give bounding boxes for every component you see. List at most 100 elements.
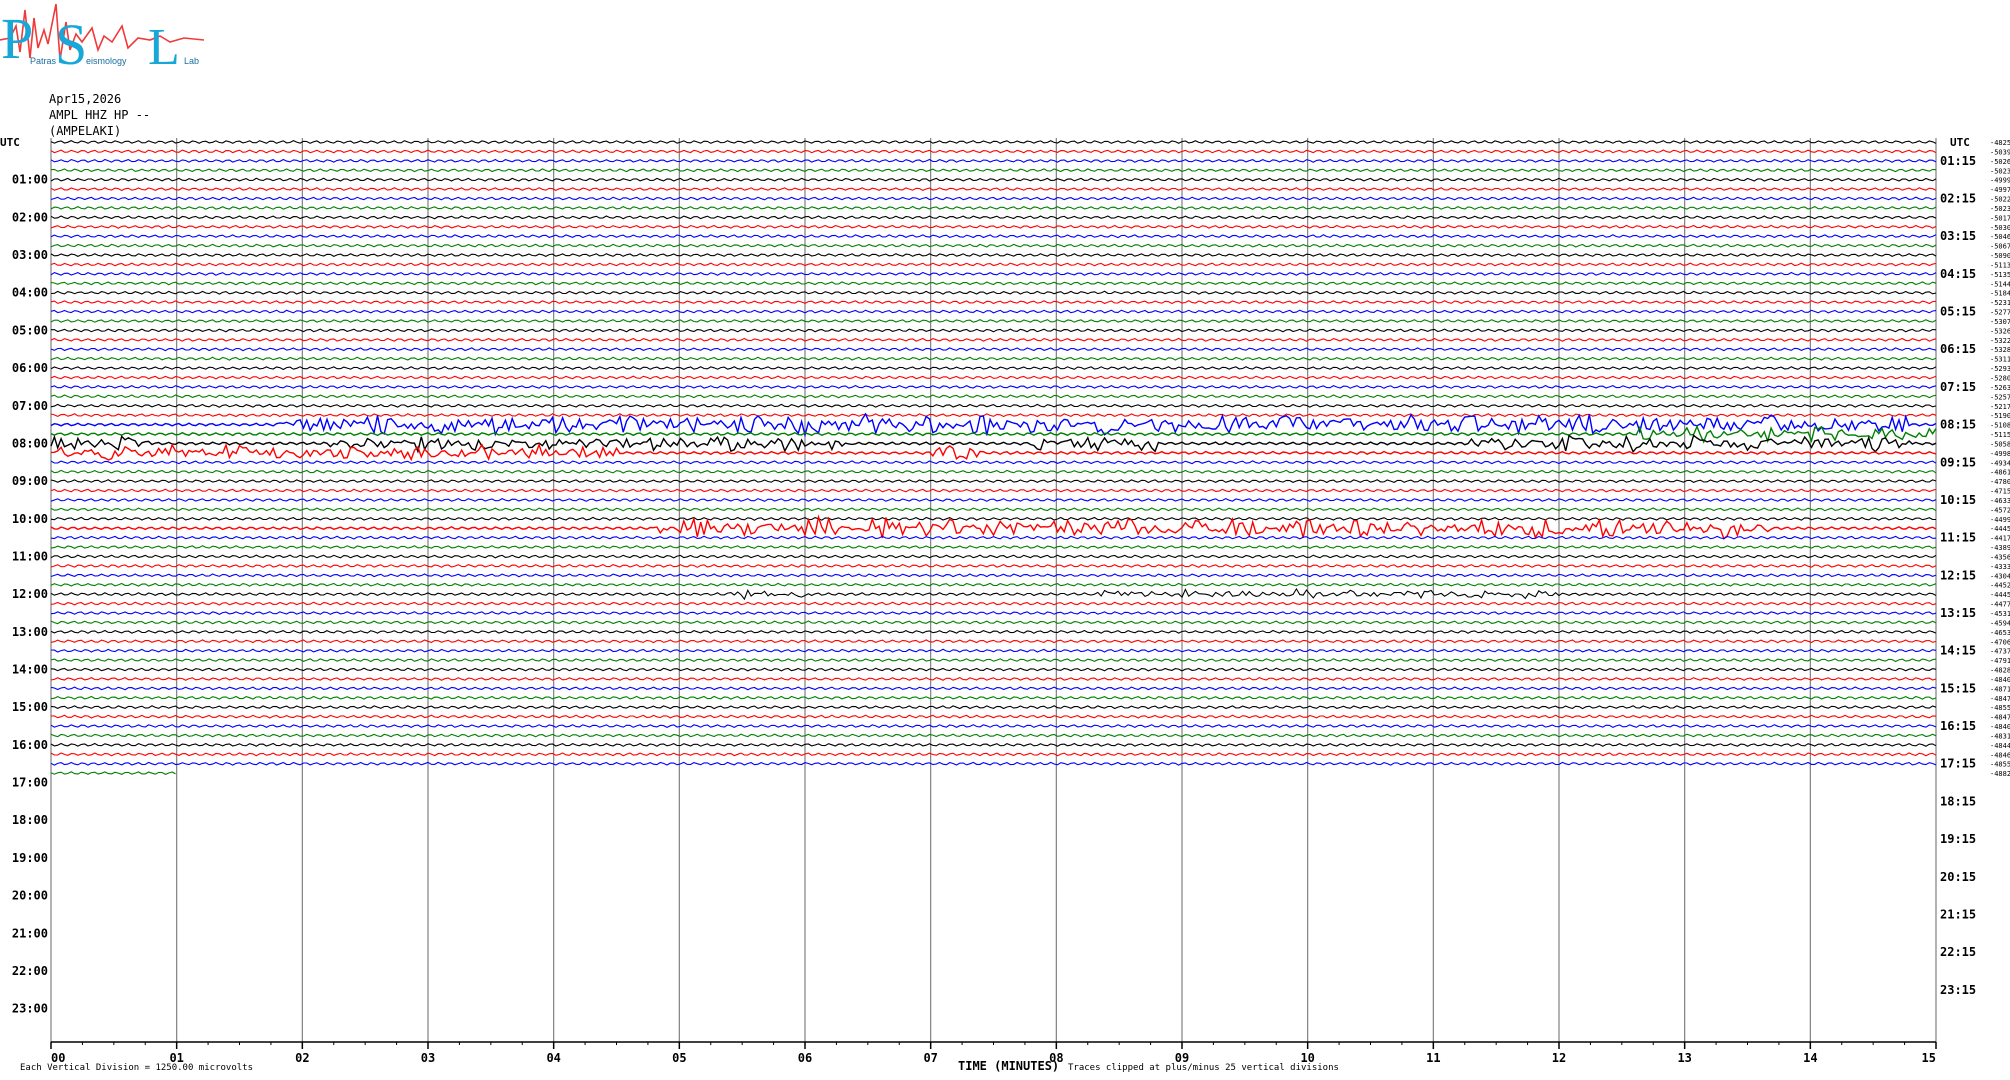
trace-offset-label: -4572 [1990, 506, 2010, 514]
trace-offset-label: -4594 [1990, 619, 2010, 627]
trace-offset-label: -4653 [1990, 629, 2010, 637]
seismic-trace [50, 271, 1937, 276]
trace-offset-label: -4882 [1990, 770, 2010, 778]
hour-label-right: 14:15 [1940, 644, 1976, 658]
seismic-trace [50, 516, 1937, 521]
trace-offset-label: -5113 [1990, 261, 2010, 269]
hour-label-right: 23:15 [1940, 983, 1976, 997]
trace-offset-label: -5144 [1990, 280, 2010, 288]
trace-offset-label: -5322 [1990, 337, 2010, 345]
seismic-trace [50, 424, 1937, 444]
hour-label-right: 11:15 [1940, 531, 1976, 545]
hour-label-right: 22:15 [1940, 945, 1976, 959]
hour-label-right: 16:15 [1940, 719, 1976, 733]
seismic-trace [50, 215, 1937, 220]
logo-text-seismology: eismology [86, 56, 127, 66]
x-tick-label: 04 [546, 1051, 560, 1065]
hour-label-right: 09:15 [1940, 455, 1976, 469]
trace-offset-label: -5067 [1990, 243, 2010, 251]
trace-offset-label: -4417 [1990, 535, 2010, 543]
hour-label-left: 10:00 [12, 512, 48, 526]
hour-label-left: 21:00 [12, 926, 48, 940]
hour-label-right: 08:15 [1940, 418, 1976, 432]
trace-offset-label: -4840 [1990, 676, 2010, 684]
trace-offset-label: -5326 [1990, 327, 2010, 335]
trace-offset-label: -4840 [1990, 723, 2010, 731]
seismic-trace [50, 434, 1937, 454]
seismic-trace [50, 686, 1937, 691]
trace-offset-label: -4997 [1990, 186, 2010, 194]
seismic-trace [50, 224, 1937, 229]
trace-offset-label: -5135 [1990, 271, 2010, 279]
trace-offset-label: -5090 [1990, 252, 2010, 260]
seismic-trace [50, 648, 1937, 653]
x-tick-label: 01 [169, 1051, 183, 1065]
seismic-trace [50, 337, 1937, 342]
seismic-trace [50, 535, 1937, 540]
hour-label-left: 05:00 [12, 323, 48, 337]
hour-label-left: 07:00 [12, 399, 48, 413]
trace-offset-label: -4855 [1990, 761, 2010, 769]
seismic-trace [50, 667, 1937, 672]
trace-offset-label: -5026 [1990, 158, 2010, 166]
trace-offset-label: -4333 [1990, 563, 2010, 571]
hour-label-left: 03:00 [12, 248, 48, 262]
trace-offset-label: -5184 [1990, 290, 2010, 298]
trace-offset-label: -4633 [1990, 497, 2010, 505]
trace-offset-label: -4304 [1990, 572, 2010, 580]
hour-label-left: 15:00 [12, 700, 48, 714]
trace-offset-label: -5307 [1990, 318, 2010, 326]
trace-offset-label: -4356 [1990, 553, 2010, 561]
x-tick-label: 10 [1300, 1051, 1314, 1065]
seismic-trace [50, 629, 1937, 634]
seismic-trace [50, 676, 1937, 681]
hour-label-left: 02:00 [12, 210, 48, 224]
hour-label-right: 13:15 [1940, 606, 1976, 620]
seismic-trace [50, 658, 1937, 663]
seismic-trace [50, 300, 1937, 305]
trace-offset-label: -5217 [1990, 403, 2010, 411]
trace-offset-label: -5046 [1990, 233, 2010, 241]
seismic-trace [50, 601, 1937, 606]
x-tick-label: 06 [798, 1051, 812, 1065]
hour-label-left: 18:00 [12, 813, 48, 827]
x-tick-label: 03 [421, 1051, 435, 1065]
x-tick-label: 15 [1922, 1051, 1936, 1065]
seismic-trace [50, 752, 1937, 757]
trace-offset-label: -5022 [1990, 196, 2010, 204]
hour-label-left: 16:00 [12, 738, 48, 752]
trace-offset-label: -4445 [1990, 591, 2010, 599]
x-tick-label: 13 [1677, 1051, 1691, 1065]
trace-offset-label: -5263 [1990, 384, 2010, 392]
logo-letter-p: P [1, 6, 33, 70]
hour-label-right: 17:15 [1940, 757, 1976, 771]
trace-offset-label: -5231 [1990, 299, 2010, 307]
x-tick-label: 11 [1426, 1051, 1440, 1065]
hour-label-left: 13:00 [12, 625, 48, 639]
trace-offset-label: -4706 [1990, 638, 2010, 646]
hour-label-left: 23:00 [12, 1002, 48, 1016]
trace-offset-label: -5023 [1990, 205, 2010, 213]
x-axis-title: TIME (MINUTES) [958, 1059, 1059, 1073]
station-site: (AMPELAKI) [49, 124, 122, 138]
left-axis-label: UTC [0, 136, 20, 149]
trace-offset-label: -5017 [1990, 214, 2010, 222]
seismic-trace [50, 563, 1937, 568]
trace-offset-label: -4847 [1990, 714, 2010, 722]
trace-offset-label: -5280 [1990, 375, 2010, 383]
seismic-trace [51, 328, 1937, 333]
seismic-trace [50, 234, 1937, 239]
seismic-trace [50, 384, 1937, 389]
x-tick-label: 00 [51, 1051, 65, 1065]
seismic-trace [50, 514, 1937, 541]
seismic-trace [50, 366, 1937, 371]
seismic-trace [50, 394, 1937, 399]
seismic-trace [50, 610, 1937, 616]
seismic-trace [50, 733, 1937, 738]
seismic-trace [50, 705, 1937, 710]
trace-offset-label: -4780 [1990, 478, 2010, 486]
record-date: Apr15,2026 [49, 92, 122, 106]
seismic-trace [50, 290, 1937, 295]
hour-label-right: 20:15 [1940, 870, 1976, 884]
